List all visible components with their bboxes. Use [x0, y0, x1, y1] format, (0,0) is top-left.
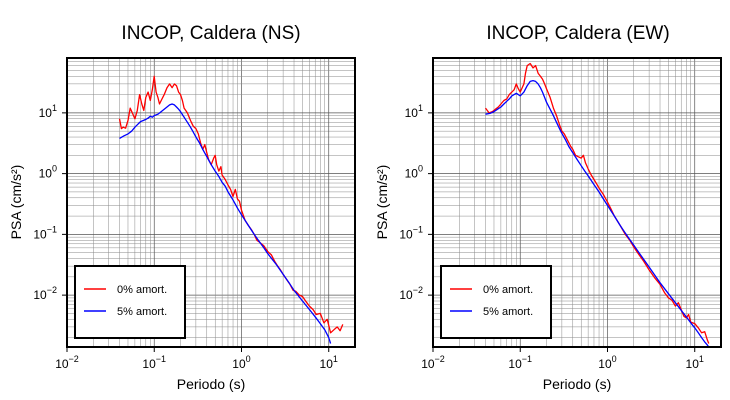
y-tick-label: 101 [405, 103, 423, 120]
legend-label-1: 5% amort. [483, 306, 533, 318]
series-line-5pct [485, 79, 710, 348]
legend-box [440, 265, 552, 339]
plot-frame [432, 57, 722, 348]
series-line-5pct [119, 103, 332, 344]
x-tick-label: 10−2 [55, 354, 79, 371]
legend-label-0: 0% amort. [117, 284, 167, 296]
y-tick-label: 10−2 [33, 285, 57, 302]
x-tick-label: 10−1 [142, 354, 166, 371]
x-tick-label: 100 [232, 354, 250, 371]
tick-labels: 10−2 10−1 100 101 10−2 10−1 100 101 [399, 103, 704, 371]
x-tick-label: 10−2 [421, 354, 445, 371]
chart-title: INCOP, Caldera (EW) [486, 23, 669, 44]
chart-title: INCOP, Caldera (NS) [121, 23, 300, 44]
plot-frame [66, 57, 356, 348]
grid [433, 58, 721, 347]
y-tick-label: 100 [405, 164, 423, 181]
legend: 0% amort. 5% amort. [74, 265, 186, 339]
series-line-0pct [484, 62, 710, 344]
y-tick-label: 10−1 [33, 224, 57, 241]
series-group [118, 75, 344, 344]
y-tick-label: 101 [39, 103, 57, 120]
legend-box [74, 265, 186, 339]
x-axis-label: Periodo (s) [543, 376, 611, 392]
series-group [484, 62, 710, 348]
chart-ew: INCOP, Caldera (EW) 10−2 10−1 100 10110−210… [374, 23, 722, 392]
x-tick-label: 101 [320, 354, 338, 371]
x-axis-label: Periodo (s) [177, 376, 245, 392]
x-tick-label: 10−1 [508, 354, 532, 371]
y-axis-label: PSA (cm/s²) [8, 165, 24, 240]
y-tick-label: 10−1 [399, 224, 423, 241]
y-tick-label: 100 [39, 164, 57, 181]
tick-labels: 10−2 10−1 100 101 10−2 10−1 100 101 [33, 103, 338, 371]
legend: 0% amort. 5% amort. [440, 265, 552, 339]
y-axis-label: PSA (cm/s²) [374, 165, 390, 240]
legend-label-0: 0% amort. [483, 284, 533, 296]
y-tick-label: 10−2 [399, 285, 423, 302]
legend-label-1: 5% amort. [117, 306, 167, 318]
chart-ns: INCOP, Caldera (NS) 10−2 10−1 100 10110−210… [8, 23, 356, 392]
x-tick-label: 101 [686, 354, 704, 371]
x-tick-label: 100 [598, 354, 616, 371]
